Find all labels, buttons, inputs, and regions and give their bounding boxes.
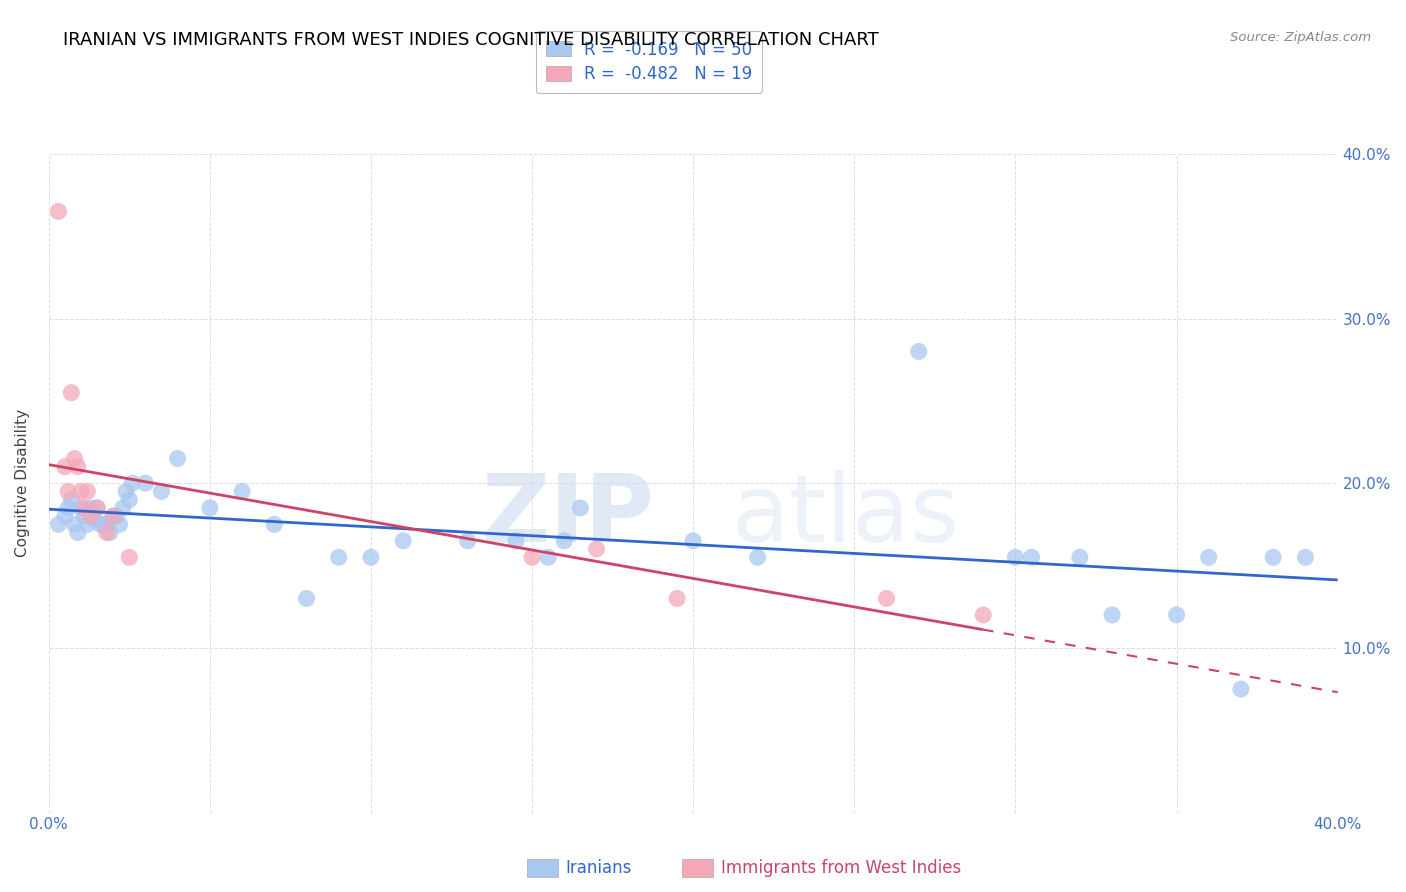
Point [60,385,83,400]
Point [48,517,70,532]
Point [166,451,188,466]
Point [96,517,118,532]
Point [972,607,994,622]
Point [79,500,101,515]
Point [63,517,86,532]
Point [73,500,96,515]
Point [118,492,141,507]
Point [70,500,93,515]
Point [360,550,382,565]
Point [553,533,575,548]
Point [89,517,111,532]
Point [1069,550,1091,565]
Point [1004,550,1026,565]
Point [103,509,125,524]
Point [263,517,285,532]
Point [747,550,769,565]
Point [682,533,704,548]
Point [876,591,898,606]
Point [198,500,221,515]
Point [666,591,689,606]
Point [1166,607,1188,622]
Point [1230,681,1253,696]
Point [53,509,76,524]
Point [1294,550,1316,565]
Point [66,459,89,474]
Point [93,517,115,532]
Text: ZIP: ZIP [482,470,655,562]
Point [569,500,592,515]
Point [1198,550,1220,565]
Y-axis label: Cognitive Disability: Cognitive Disability [15,409,30,558]
Point [457,533,479,548]
Point [76,517,98,532]
Point [60,492,83,507]
Point [108,517,131,532]
Point [73,509,96,524]
Point [76,484,98,499]
Text: Immigrants from West Indies: Immigrants from West Indies [721,859,962,877]
Point [1021,550,1043,565]
Point [1101,607,1123,622]
Point [392,533,415,548]
Legend: R =  -0.169   N = 50, R =  -0.482   N = 19: R = -0.169 N = 50, R = -0.482 N = 19 [536,30,762,94]
Point [66,525,89,540]
Point [79,509,101,524]
Point [520,550,543,565]
Point [121,476,143,491]
Point [907,344,929,359]
Point [585,542,607,557]
Point [328,550,350,565]
Point [96,525,118,540]
Point [150,484,173,499]
Point [53,459,76,474]
Point [48,204,70,219]
Text: Source: ZipAtlas.com: Source: ZipAtlas.com [1230,31,1371,45]
Text: Iranians: Iranians [565,859,631,877]
Point [231,484,253,499]
Point [103,509,125,524]
Point [98,525,121,540]
Point [118,550,141,565]
Point [56,484,79,499]
Point [537,550,560,565]
Point [105,509,128,524]
Point [63,451,86,466]
Point [134,476,156,491]
Point [56,500,79,515]
Point [295,591,318,606]
Point [111,500,134,515]
Point [86,500,108,515]
Point [70,484,93,499]
Point [505,533,527,548]
Point [86,500,108,515]
Text: atlas: atlas [733,470,960,562]
Point [1263,550,1285,565]
Point [115,484,138,499]
Text: IRANIAN VS IMMIGRANTS FROM WEST INDIES COGNITIVE DISABILITY CORRELATION CHART: IRANIAN VS IMMIGRANTS FROM WEST INDIES C… [63,31,879,49]
Point [83,512,105,526]
